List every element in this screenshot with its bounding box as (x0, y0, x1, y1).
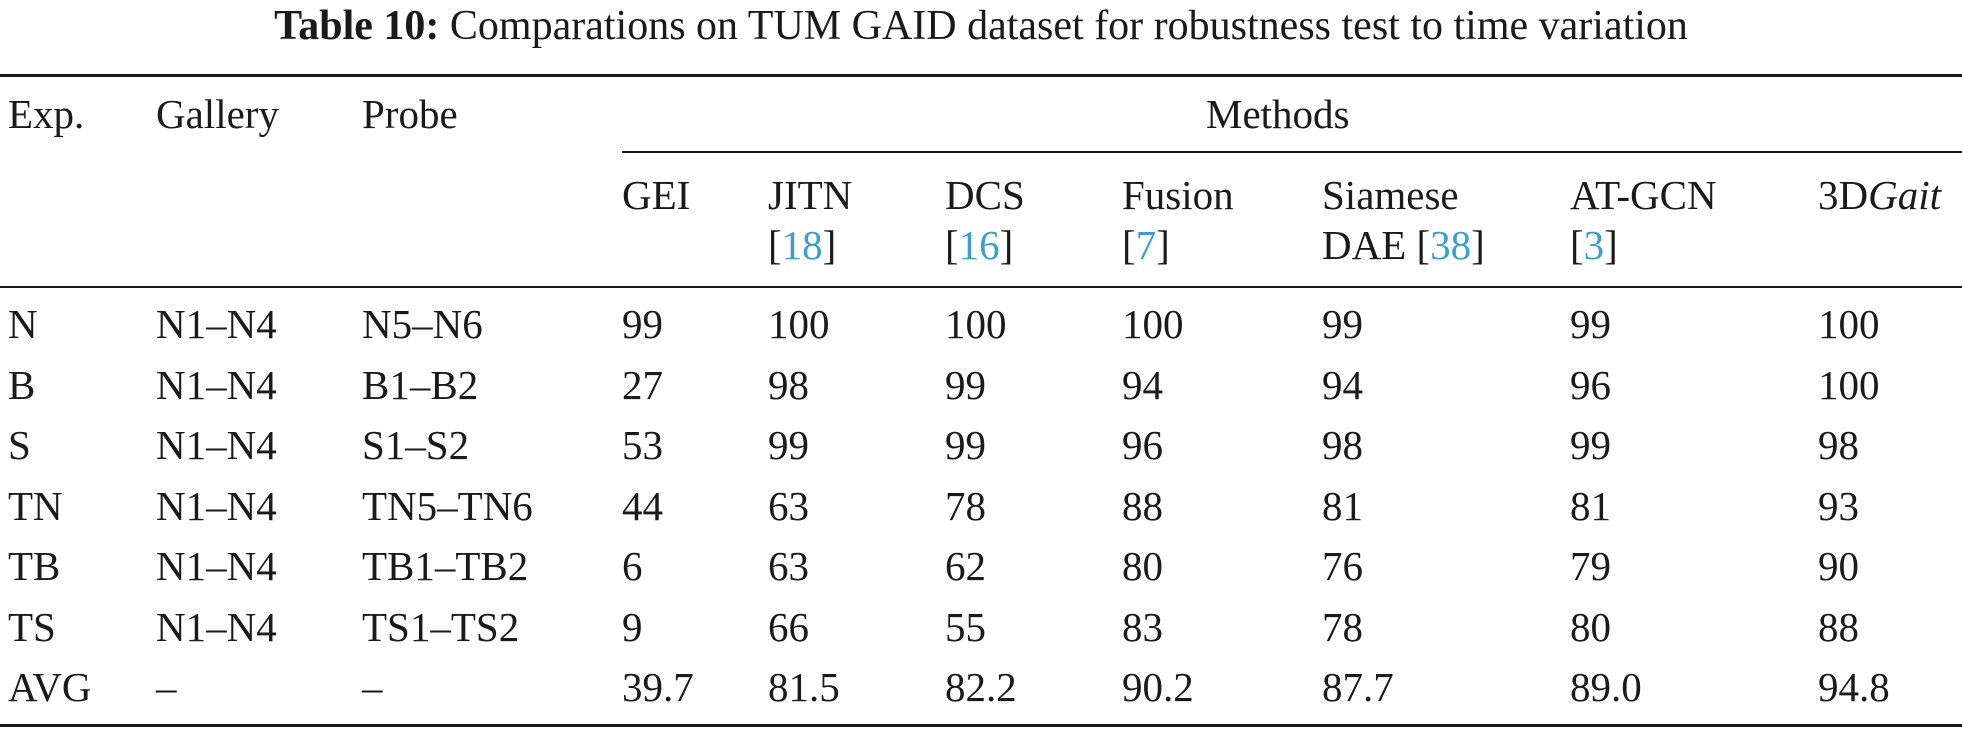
cell-value: 39.7 (622, 664, 694, 710)
cell-value: 98 (1322, 422, 1363, 468)
cell-value: 90 (1818, 543, 1859, 589)
cell-value: 99 (945, 361, 986, 408)
citation-link[interactable]: 7 (1135, 222, 1157, 268)
cell-value: 99 (1570, 422, 1611, 468)
method-header-fusion: Fusion [7] (1122, 172, 1234, 268)
cell-value: 66 (768, 603, 809, 650)
cell-probe: TS1–TS2 (362, 603, 520, 650)
cell-value: 96 (1570, 361, 1611, 408)
cell-exp: N (8, 301, 38, 347)
cell-gallery: N1–N4 (156, 301, 277, 347)
cell-exp: TN (8, 482, 63, 529)
cell-value: 94.8 (1818, 664, 1890, 710)
cell-exp: B (8, 361, 36, 408)
bottom-rule (0, 724, 1962, 727)
cell-value: 9 (622, 603, 643, 650)
cell-value: 6 (622, 543, 643, 589)
cell-value: 87.7 (1322, 664, 1394, 710)
header-exp: Exp. (8, 91, 85, 137)
cell-gallery: N1–N4 (156, 361, 277, 408)
cell-value: 44 (622, 482, 663, 529)
cell-value: 98 (1818, 422, 1859, 468)
citation-link[interactable]: 18 (781, 222, 823, 268)
method-header-jitn: JITN [18] (768, 172, 853, 268)
cell-value: 100 (945, 301, 1007, 347)
cell-probe: – (362, 664, 383, 710)
header-rule (0, 286, 1962, 288)
citation-link[interactable]: 3 (1583, 222, 1605, 268)
cell-value: 78 (1322, 603, 1363, 650)
cell-probe: B1–B2 (362, 361, 479, 408)
cell-gallery: N1–N4 (156, 482, 277, 529)
cell-value: 78 (945, 482, 986, 529)
cell-value: 79 (1570, 543, 1611, 589)
cell-value: 63 (768, 482, 809, 529)
caption-label: Table 10: (274, 3, 440, 49)
header-probe: Probe (362, 91, 458, 137)
cell-value: 100 (1818, 361, 1880, 408)
method-header-gei: GEI (622, 172, 691, 218)
methods-rule (622, 151, 1962, 153)
cell-probe: TB1–TB2 (362, 543, 529, 589)
cell-value: 96 (1122, 422, 1163, 468)
cell-gallery: N1–N4 (156, 543, 277, 589)
cell-exp: TS (8, 603, 56, 650)
cell-value: 100 (768, 301, 830, 347)
cell-value: 55 (945, 603, 986, 650)
top-rule (0, 74, 1962, 77)
cell-probe: TN5–TN6 (362, 482, 533, 529)
cell-value: 53 (622, 422, 663, 468)
cell-exp: AVG (8, 664, 92, 710)
cell-gallery: N1–N4 (156, 422, 277, 468)
cell-value: 89.0 (1570, 664, 1642, 710)
cell-value: 76 (1322, 543, 1363, 589)
cell-value: 80 (1122, 543, 1163, 589)
cell-value: 99 (1570, 301, 1611, 347)
cell-value: 90.2 (1122, 664, 1194, 710)
cell-value: 99 (622, 301, 663, 347)
cell-exp: S (8, 422, 31, 468)
method-header-siamese-dae: Siamese DAE [38] (1322, 172, 1485, 268)
header-gallery: Gallery (156, 91, 279, 137)
caption-text: Comparations on TUM GAID dataset for rob… (449, 3, 1688, 49)
cell-value: 27 (622, 361, 663, 408)
cell-value: 81.5 (768, 664, 840, 710)
cell-gallery: N1–N4 (156, 603, 277, 650)
cell-value: 99 (945, 422, 986, 468)
cell-value: 81 (1322, 482, 1363, 529)
cell-value: 98 (768, 361, 809, 408)
cell-value: 88 (1122, 482, 1163, 529)
header-methods: Methods (1206, 91, 1350, 137)
method-header-at-gcn: AT-GCN [3] (1570, 172, 1717, 268)
table-caption: Table 10: Comparations on TUM GAID datas… (0, 0, 1962, 58)
cell-value: 94 (1322, 361, 1363, 408)
citation-link[interactable]: 38 (1430, 222, 1472, 268)
cell-value: 63 (768, 543, 809, 589)
cell-gallery: – (156, 664, 177, 710)
cell-value: 88 (1818, 603, 1859, 650)
citation-link[interactable]: 16 (958, 222, 1000, 268)
cell-value: 94 (1122, 361, 1163, 408)
cell-value: 62 (945, 543, 986, 589)
cell-value: 93 (1818, 482, 1859, 529)
cell-value: 99 (1322, 301, 1363, 347)
cell-value: 80 (1570, 603, 1611, 650)
cell-value: 99 (768, 422, 809, 468)
method-header-dcs: DCS [16] (945, 172, 1025, 268)
cell-value: 100 (1122, 301, 1184, 347)
cell-value: 83 (1122, 603, 1163, 650)
cell-value: 82.2 (945, 664, 1017, 710)
method-header-3dgait: 3DGait (1818, 172, 1942, 218)
cell-value: 100 (1818, 301, 1880, 347)
cell-exp: TB (8, 543, 61, 589)
cell-probe: N5–N6 (362, 301, 483, 347)
cell-probe: S1–S2 (362, 422, 470, 468)
cell-value: 81 (1570, 482, 1611, 529)
